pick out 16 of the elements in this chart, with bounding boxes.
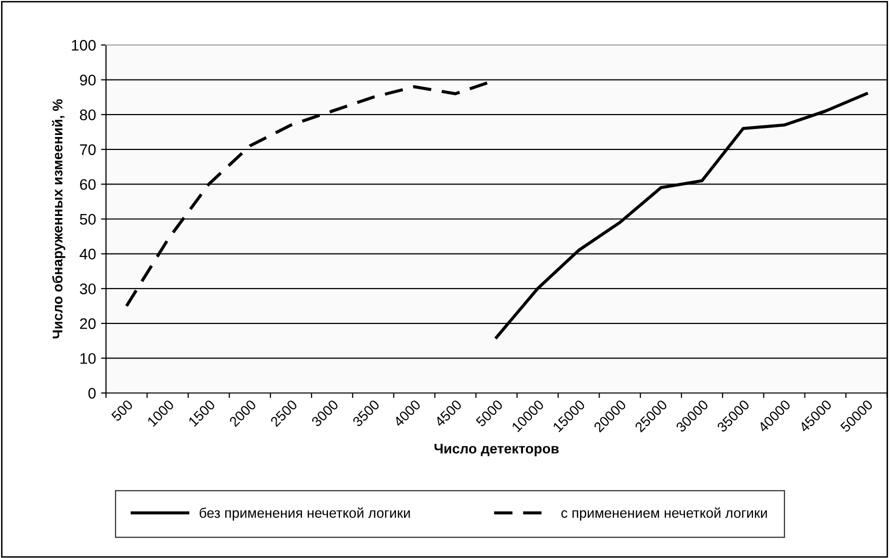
y-axis-title: Число обнаруженных измеений, % bbox=[52, 99, 66, 338]
y-tick-label: 40 bbox=[80, 248, 96, 260]
y-tick-label: 20 bbox=[80, 318, 96, 330]
legend-label: с применением нечеткой логики bbox=[561, 507, 767, 521]
legend-label: без применения нечеткой логики bbox=[200, 507, 410, 521]
y-tick-label: 30 bbox=[80, 283, 96, 294]
y-tick-label: 100 bbox=[72, 40, 96, 51]
y-tick-label: 0 bbox=[88, 388, 96, 399]
y-tick-label: 80 bbox=[80, 109, 96, 120]
y-tick-label: 10 bbox=[80, 353, 96, 364]
y-tick-label: 50 bbox=[80, 214, 96, 225]
x-tick-label: 500 bbox=[110, 399, 134, 422]
y-tick-label: 60 bbox=[80, 179, 96, 190]
y-tick-label: 90 bbox=[80, 74, 96, 86]
x-axis-title: Число детекторов bbox=[434, 444, 559, 456]
y-tick-label: 70 bbox=[80, 144, 96, 156]
